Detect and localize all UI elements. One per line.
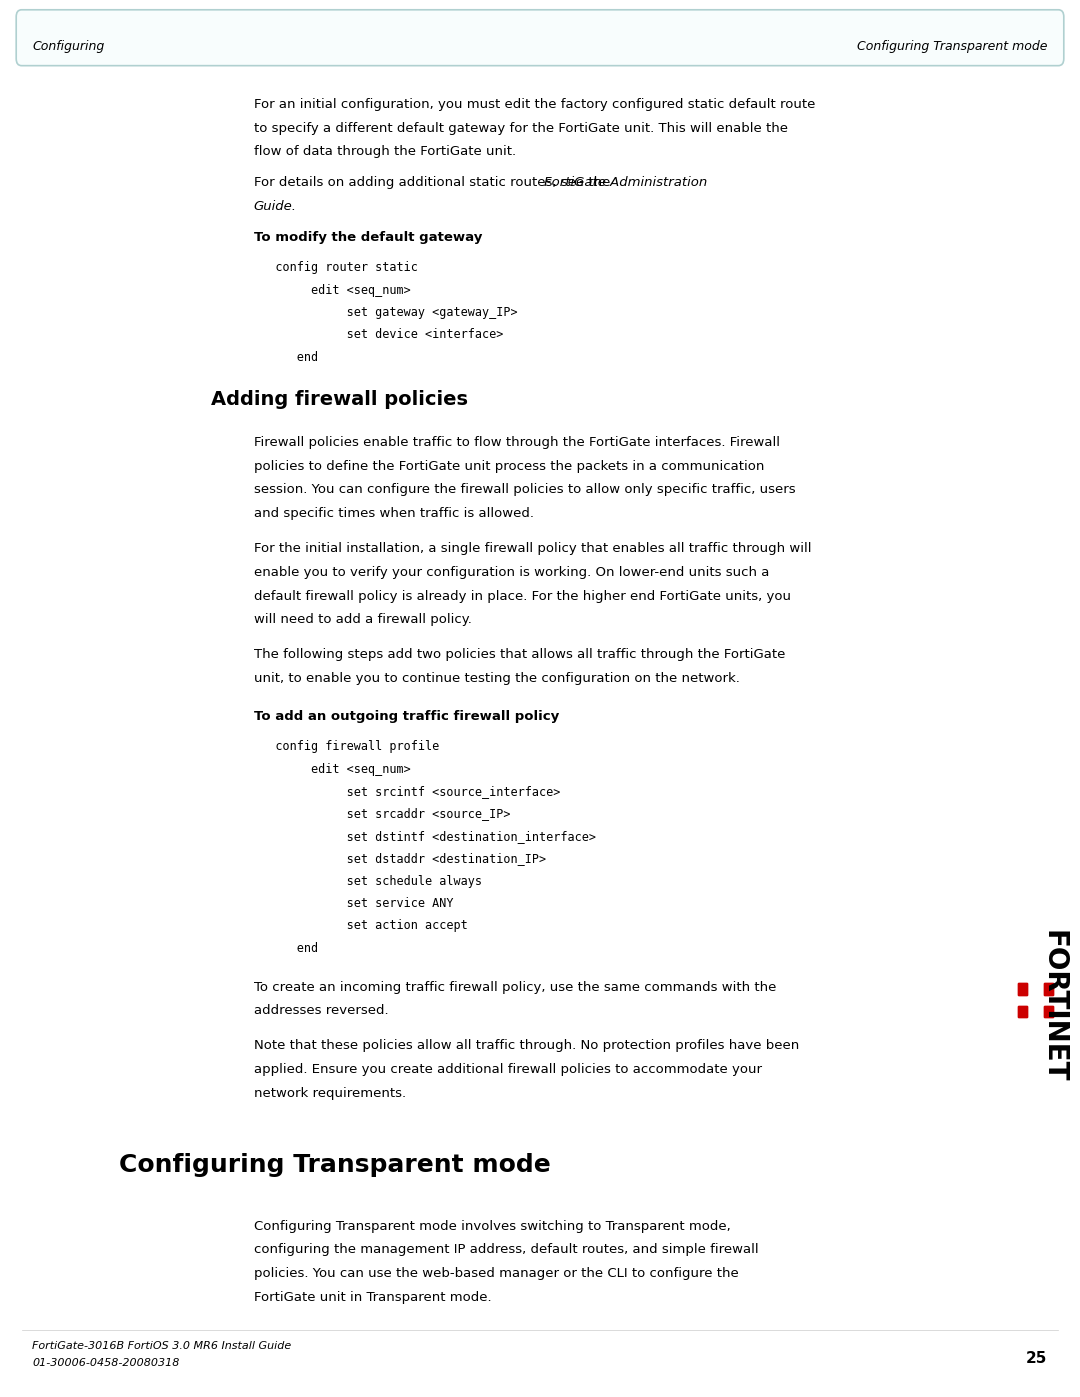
Text: to specify a different default gateway for the FortiGate unit. This will enable : to specify a different default gateway f…: [254, 122, 787, 134]
Text: Configuring Transparent mode: Configuring Transparent mode: [858, 39, 1048, 53]
Bar: [1018, 983, 1027, 995]
Text: unit, to enable you to continue testing the configuration on the network.: unit, to enable you to continue testing …: [254, 672, 740, 685]
Bar: [1018, 1006, 1027, 1017]
Text: 01-30006-0458-20080318: 01-30006-0458-20080318: [32, 1358, 179, 1368]
Text: and specific times when traffic is allowed.: and specific times when traffic is allow…: [254, 507, 534, 520]
Text: set action accept: set action accept: [254, 919, 468, 932]
Text: network requirements.: network requirements.: [254, 1087, 406, 1099]
Text: For an initial configuration, you must edit the factory configured static defaul: For an initial configuration, you must e…: [254, 98, 815, 110]
Text: set srcintf <source_interface>: set srcintf <source_interface>: [254, 785, 561, 798]
Text: 25: 25: [1026, 1351, 1048, 1366]
Text: The following steps add two policies that allows all traffic through the FortiGa: The following steps add two policies tha…: [254, 648, 785, 661]
FancyBboxPatch shape: [16, 10, 1064, 66]
Text: set service ANY: set service ANY: [254, 897, 454, 909]
Text: set schedule always: set schedule always: [254, 875, 482, 887]
Bar: [1044, 983, 1053, 995]
Bar: [1044, 1006, 1053, 1017]
Text: end: end: [254, 351, 318, 363]
Text: set dstaddr <destination_IP>: set dstaddr <destination_IP>: [254, 852, 545, 865]
Bar: [1018, 1006, 1027, 1017]
Text: Configuring Transparent mode involves switching to Transparent mode,: Configuring Transparent mode involves sw…: [254, 1220, 730, 1232]
Text: set device <interface>: set device <interface>: [254, 328, 503, 341]
Text: FortiGate unit in Transparent mode.: FortiGate unit in Transparent mode.: [254, 1291, 491, 1303]
Text: addresses reversed.: addresses reversed.: [254, 1004, 389, 1017]
Bar: [1044, 983, 1053, 995]
Text: To create an incoming traffic firewall policy, use the same commands with the: To create an incoming traffic firewall p…: [254, 981, 777, 993]
Text: end: end: [254, 942, 318, 954]
Text: set srcaddr <source_IP>: set srcaddr <source_IP>: [254, 807, 510, 820]
Text: set gateway <gateway_IP>: set gateway <gateway_IP>: [254, 306, 517, 319]
Text: To add an outgoing traffic firewall policy: To add an outgoing traffic firewall poli…: [254, 710, 559, 722]
Text: For details on adding additional static routes, see the: For details on adding additional static …: [254, 176, 615, 189]
Text: configuring the management IP address, default routes, and simple firewall: configuring the management IP address, d…: [254, 1243, 758, 1256]
Text: Configuring Transparent mode: Configuring Transparent mode: [119, 1153, 551, 1176]
Text: flow of data through the FortiGate unit.: flow of data through the FortiGate unit.: [254, 145, 516, 158]
Text: set dstintf <destination_interface>: set dstintf <destination_interface>: [254, 830, 596, 842]
Text: will need to add a firewall policy.: will need to add a firewall policy.: [254, 613, 472, 626]
Text: policies to define the FortiGate unit process the packets in a communication: policies to define the FortiGate unit pr…: [254, 460, 765, 472]
Text: Firewall policies enable traffic to flow through the FortiGate interfaces. Firew: Firewall policies enable traffic to flow…: [254, 436, 780, 448]
Text: FORTINET: FORTINET: [1039, 929, 1067, 1083]
Text: To modify the default gateway: To modify the default gateway: [254, 231, 482, 243]
Text: Note that these policies allow all traffic through. No protection profiles have : Note that these policies allow all traff…: [254, 1039, 799, 1052]
Bar: [1018, 983, 1027, 995]
Text: config firewall profile: config firewall profile: [254, 740, 440, 753]
Text: FortiGate Administration: FortiGate Administration: [544, 176, 707, 189]
Text: edit <seq_num>: edit <seq_num>: [254, 284, 410, 296]
Text: FortiGate-3016B FortiOS 3.0 MR6 Install Guide: FortiGate-3016B FortiOS 3.0 MR6 Install …: [32, 1341, 292, 1351]
Text: policies. You can use the web-based manager or the CLI to configure the: policies. You can use the web-based mana…: [254, 1267, 739, 1280]
Text: For the initial installation, a single firewall policy that enables all traffic : For the initial installation, a single f…: [254, 542, 811, 555]
Text: applied. Ensure you create additional firewall policies to accommodate your: applied. Ensure you create additional fi…: [254, 1063, 761, 1076]
Text: Configuring: Configuring: [32, 39, 105, 53]
Text: session. You can configure the firewall policies to allow only specific traffic,: session. You can configure the firewall …: [254, 483, 796, 496]
Text: Adding firewall policies: Adding firewall policies: [211, 390, 468, 409]
Text: default firewall policy is already in place. For the higher end FortiGate units,: default firewall policy is already in pl…: [254, 590, 791, 602]
Bar: [1044, 1006, 1053, 1017]
Text: Guide.: Guide.: [254, 200, 297, 212]
Text: enable you to verify your configuration is working. On lower-end units such a: enable you to verify your configuration …: [254, 566, 769, 578]
Text: edit <seq_num>: edit <seq_num>: [254, 763, 410, 775]
Text: config router static: config router static: [254, 261, 418, 274]
